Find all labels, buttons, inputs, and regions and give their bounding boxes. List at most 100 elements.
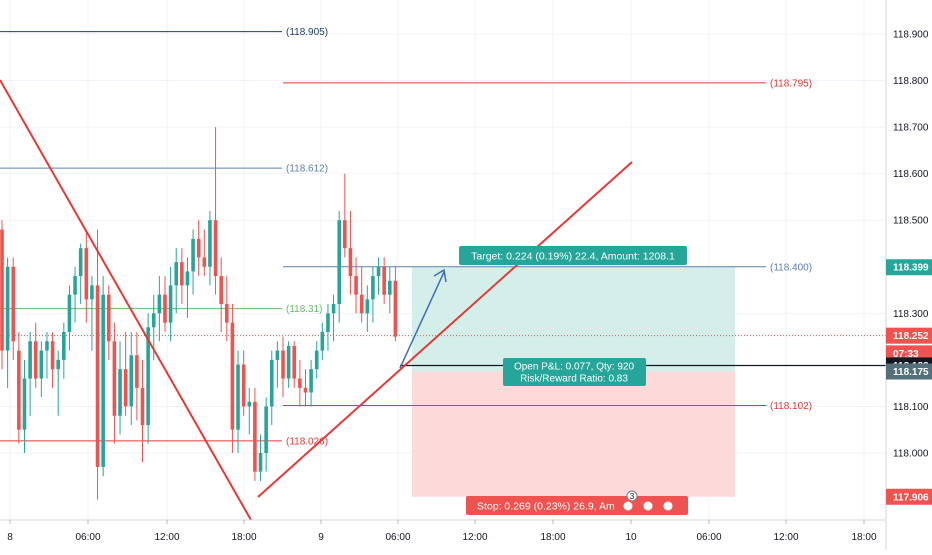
candle-body [213,220,218,277]
candle-body [185,271,190,286]
pnl-label-box [503,358,646,386]
target-label-box [459,246,687,265]
projection-arrowhead [433,268,447,283]
price-tag-label: 07:33 [893,349,919,360]
price-tag-label: 118.175 [893,367,929,378]
candle-body [247,401,252,407]
candle-body [275,350,280,360]
candle-body [129,355,134,407]
candle-body [359,294,364,314]
candle-body [67,294,72,332]
price-tag-box [886,488,932,505]
candle-body [331,304,336,314]
time-axis[interactable]: 8 06:00 12:00 18:00 9 06:00 12:00 18:00 10 06:00 1… [0,519,886,543]
candle-body [5,266,10,351]
candle-body [28,341,32,379]
candle-body [11,266,16,342]
price-tick-label: 118.800 [893,76,929,87]
time-tick-label: 06:00 [696,532,721,543]
candle-body [298,378,302,388]
candle-body [309,369,313,393]
candle-body [84,248,89,300]
candle-body [73,276,77,295]
position-zones [412,267,735,497]
level-label: (118.400) [770,262,812,273]
candle-body [314,350,319,370]
candle-body [118,369,122,416]
candle-body [320,331,325,351]
candle-body [326,313,330,332]
profit-zone [412,267,735,372]
badge-count: 3 [630,492,635,501]
price-tag-box [886,259,932,276]
price-tag-box [886,363,932,380]
candle-body [101,294,105,467]
candle-body [387,280,392,295]
indicator-circle-icon [661,499,675,513]
candle-body [56,359,60,370]
time-tick-label: 18:00 [231,532,256,543]
candle-body [191,238,195,272]
candle-body [0,229,4,351]
price-tick-label: 118.700 [893,123,929,134]
candle-body [258,453,263,472]
candles [0,127,398,500]
candle-body [90,285,94,300]
candle-body [236,364,240,430]
price-axis[interactable]: 118.900 118.800 118.700 118.600 118.500 118.3… [885,0,932,550]
candle-body [382,266,386,295]
price-tag-box [886,345,932,362]
price-tag-label: 118.399 [893,263,929,274]
target-label: Target: 0.224 (0.19%) 22.4, Amount: 1208… [471,251,675,263]
candle-body [208,220,212,267]
candle-body [253,401,257,472]
candle-body [106,294,111,342]
price-tag-label: 118.252 [893,331,929,342]
candle-body [337,220,341,305]
candle-body [157,294,162,314]
price-tick-label: 118.100 [893,402,929,413]
time-tick-label: 18:00 [540,532,565,543]
candle-body [95,285,100,467]
level-label: (118.795) [770,78,812,89]
candle-body [230,322,235,430]
candle-body [62,331,66,360]
candle-body [146,327,150,426]
uptrend-line [257,161,633,498]
candle-body [123,369,128,407]
candle-body [286,345,291,379]
candle-body [303,387,308,393]
pnl-label: Open P&L: 0.077, Qty: 920 [514,362,635,373]
price-tag-box [886,327,932,344]
downtrend-line [0,79,252,521]
candle-body [33,341,38,379]
trend-lines [0,79,633,521]
candle-body [163,294,167,323]
level-label: (118.026) [286,436,328,447]
time-tick-label: 06:00 [385,532,410,543]
candle-body [135,355,139,388]
projection-arrow-line [399,271,445,369]
candle-body [376,266,381,277]
candle-body [39,350,44,379]
candle-body [269,359,274,407]
candle-body [348,248,353,277]
candle-body [202,257,207,267]
level-label: (118.31) [286,304,323,315]
price-tag-label: 117.906 [893,492,929,503]
time-tick-label: 06:00 [75,532,100,543]
indicator-circle-icon [621,499,635,513]
candle-body [196,238,201,258]
candle-body [45,341,49,351]
time-tick-label: 9 [318,532,324,543]
stop-label: Stop: 0.269 (0.23%) 26.9, Am [477,501,615,513]
candle-body [219,276,223,305]
position-labels: Target: 0.224 (0.19%) 22.4, Amount: 1208… [459,246,688,515]
indicator-circle-icon [641,499,655,513]
candle-body [151,313,156,328]
price-tick-label: 118.300 [893,309,929,320]
level-label: (118.612) [286,164,328,175]
candle-body [264,406,268,453]
